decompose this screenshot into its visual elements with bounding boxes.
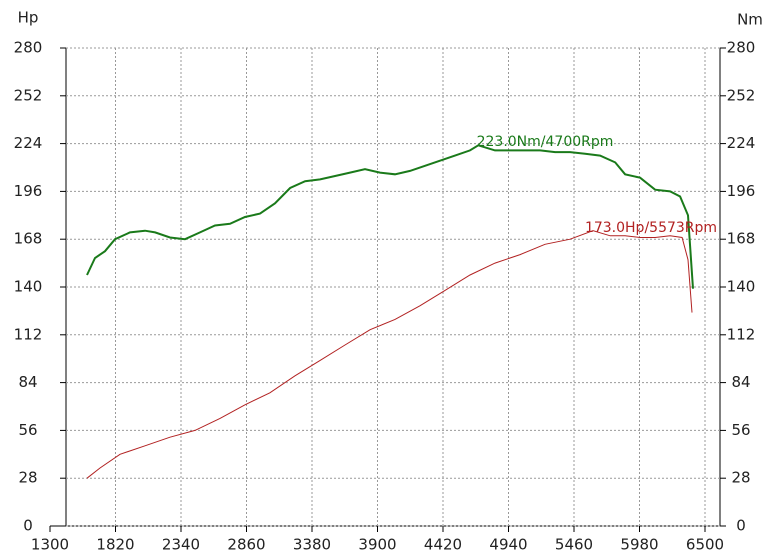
x-tick-label: 5980 — [620, 536, 658, 554]
x-tick-label: 6500 — [686, 536, 724, 554]
y2-tick-label: 0 — [736, 517, 746, 535]
y2-tick-label: 252 — [727, 86, 756, 104]
y-tick-label: 56 — [18, 421, 37, 439]
x-tick-label: 3900 — [358, 536, 396, 554]
y2-axis-label: Nm — [737, 11, 763, 29]
y2-tick-label: 196 — [727, 182, 756, 200]
series-line — [86, 230, 693, 479]
y2-tick-label: 224 — [727, 134, 756, 152]
y2-tick-label: 140 — [727, 278, 756, 296]
x-tick-label: 4940 — [489, 536, 527, 554]
y2-tick-label: 112 — [727, 325, 756, 343]
annotation: 173.0Hp/5573Rpm — [585, 220, 717, 236]
y-tick-label: 28 — [18, 469, 37, 487]
y-tick-label: 84 — [18, 373, 37, 391]
x-tick-label: 5460 — [555, 536, 593, 554]
x-tick-label: 1820 — [96, 536, 134, 554]
y-tick-label: 0 — [23, 517, 33, 535]
annotation: 223.0Nm/4700Rpm — [477, 134, 614, 150]
y2-tick-label: 280 — [727, 39, 756, 57]
x-tick-label: 2860 — [227, 536, 265, 554]
y-tick-label: 168 — [14, 230, 43, 248]
y2-tick-label: 168 — [727, 230, 756, 248]
y2-tick-label: 56 — [731, 421, 750, 439]
y-axis-label: Hp — [18, 9, 39, 27]
y-tick-label: 280 — [14, 39, 43, 57]
y-tick-label: 252 — [14, 86, 43, 104]
y-tick-label: 224 — [14, 134, 43, 152]
x-tick-label: 4420 — [424, 536, 462, 554]
y-tick-label: 140 — [14, 278, 43, 296]
y-tick-label: 196 — [14, 182, 43, 200]
y-tick-label: 112 — [14, 325, 43, 343]
y2-tick-label: 84 — [731, 373, 750, 391]
series-line — [86, 144, 694, 289]
x-tick-label: 2340 — [162, 536, 200, 554]
y2-tick-label: 28 — [731, 469, 750, 487]
x-tick-label: 3380 — [293, 536, 331, 554]
x-tick-label: 1300 — [31, 536, 69, 554]
